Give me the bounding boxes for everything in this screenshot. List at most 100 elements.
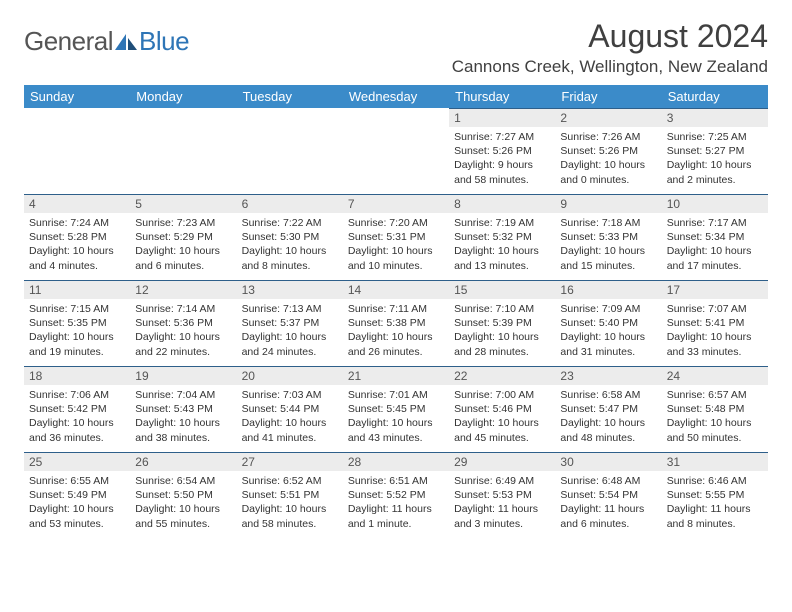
day-number: 31	[662, 452, 768, 471]
sunrise-text: Sunrise: 7:13 AM	[242, 302, 338, 316]
day-number: 2	[555, 108, 661, 127]
day-number: 1	[449, 108, 555, 127]
daylight-text: Daylight: 11 hours and 3 minutes.	[454, 502, 550, 530]
sunrise-text: Sunrise: 7:01 AM	[348, 388, 444, 402]
day-number: 29	[449, 452, 555, 471]
sunrise-text: Sunrise: 6:58 AM	[560, 388, 656, 402]
day-cell: 16Sunrise: 7:09 AMSunset: 5:40 PMDayligh…	[555, 280, 661, 366]
sunset-text: Sunset: 5:29 PM	[135, 230, 231, 244]
sunrise-text: Sunrise: 6:54 AM	[135, 474, 231, 488]
logo-sail-icon	[115, 34, 137, 50]
day-number: 3	[662, 108, 768, 127]
day-cell: 17Sunrise: 7:07 AMSunset: 5:41 PMDayligh…	[662, 280, 768, 366]
day-number: 17	[662, 280, 768, 299]
day-details: Sunrise: 6:48 AMSunset: 5:54 PMDaylight:…	[555, 471, 661, 536]
day-cell: 28Sunrise: 6:51 AMSunset: 5:52 PMDayligh…	[343, 452, 449, 538]
day-details: Sunrise: 6:54 AMSunset: 5:50 PMDaylight:…	[130, 471, 236, 536]
logo-text-blue: Blue	[139, 26, 189, 57]
logo-text-general: General	[24, 26, 113, 57]
day-details: Sunrise: 7:07 AMSunset: 5:41 PMDaylight:…	[662, 299, 768, 364]
sunset-text: Sunset: 5:38 PM	[348, 316, 444, 330]
sunrise-text: Sunrise: 7:19 AM	[454, 216, 550, 230]
day-number: 15	[449, 280, 555, 299]
sunset-text: Sunset: 5:50 PM	[135, 488, 231, 502]
day-number: 7	[343, 194, 449, 213]
day-details: Sunrise: 7:11 AMSunset: 5:38 PMDaylight:…	[343, 299, 449, 364]
day-number: 14	[343, 280, 449, 299]
daylight-text: Daylight: 10 hours and 2 minutes.	[667, 158, 763, 186]
day-number: 5	[130, 194, 236, 213]
daylight-text: Daylight: 11 hours and 8 minutes.	[667, 502, 763, 530]
day-header-row: SundayMondayTuesdayWednesdayThursdayFrid…	[24, 85, 768, 108]
sunset-text: Sunset: 5:37 PM	[242, 316, 338, 330]
sunset-text: Sunset: 5:45 PM	[348, 402, 444, 416]
day-header: Thursday	[449, 85, 555, 108]
day-cell: 6Sunrise: 7:22 AMSunset: 5:30 PMDaylight…	[237, 194, 343, 280]
daylight-text: Daylight: 10 hours and 58 minutes.	[242, 502, 338, 530]
week-row: 25Sunrise: 6:55 AMSunset: 5:49 PMDayligh…	[24, 452, 768, 538]
sunset-text: Sunset: 5:44 PM	[242, 402, 338, 416]
day-cell: 30Sunrise: 6:48 AMSunset: 5:54 PMDayligh…	[555, 452, 661, 538]
day-number: 28	[343, 452, 449, 471]
day-cell: 11Sunrise: 7:15 AMSunset: 5:35 PMDayligh…	[24, 280, 130, 366]
day-cell: 14Sunrise: 7:11 AMSunset: 5:38 PMDayligh…	[343, 280, 449, 366]
day-cell: 25Sunrise: 6:55 AMSunset: 5:49 PMDayligh…	[24, 452, 130, 538]
day-details: Sunrise: 7:04 AMSunset: 5:43 PMDaylight:…	[130, 385, 236, 450]
sunrise-text: Sunrise: 7:00 AM	[454, 388, 550, 402]
day-cell: 31Sunrise: 6:46 AMSunset: 5:55 PMDayligh…	[662, 452, 768, 538]
day-number: 22	[449, 366, 555, 385]
day-number: 18	[24, 366, 130, 385]
day-details: Sunrise: 7:15 AMSunset: 5:35 PMDaylight:…	[24, 299, 130, 364]
day-number: 24	[662, 366, 768, 385]
calendar-head: SundayMondayTuesdayWednesdayThursdayFrid…	[24, 85, 768, 108]
daylight-text: Daylight: 9 hours and 58 minutes.	[454, 158, 550, 186]
daylight-text: Daylight: 10 hours and 15 minutes.	[560, 244, 656, 272]
daylight-text: Daylight: 10 hours and 36 minutes.	[29, 416, 125, 444]
day-number: 20	[237, 366, 343, 385]
logo: General Blue	[24, 18, 189, 57]
day-number: 26	[130, 452, 236, 471]
day-number: 6	[237, 194, 343, 213]
sunrise-text: Sunrise: 6:46 AM	[667, 474, 763, 488]
sunset-text: Sunset: 5:53 PM	[454, 488, 550, 502]
sunrise-text: Sunrise: 7:11 AM	[348, 302, 444, 316]
sunset-text: Sunset: 5:52 PM	[348, 488, 444, 502]
sunrise-text: Sunrise: 7:07 AM	[667, 302, 763, 316]
day-details: Sunrise: 6:52 AMSunset: 5:51 PMDaylight:…	[237, 471, 343, 536]
day-cell: 5Sunrise: 7:23 AMSunset: 5:29 PMDaylight…	[130, 194, 236, 280]
daylight-text: Daylight: 10 hours and 45 minutes.	[454, 416, 550, 444]
sunrise-text: Sunrise: 7:20 AM	[348, 216, 444, 230]
daylight-text: Daylight: 10 hours and 17 minutes.	[667, 244, 763, 272]
daylight-text: Daylight: 10 hours and 38 minutes.	[135, 416, 231, 444]
day-cell: 2Sunrise: 7:26 AMSunset: 5:26 PMDaylight…	[555, 108, 661, 194]
day-number: 25	[24, 452, 130, 471]
day-cell: 7Sunrise: 7:20 AMSunset: 5:31 PMDaylight…	[343, 194, 449, 280]
calendar-body: 1Sunrise: 7:27 AMSunset: 5:26 PMDaylight…	[24, 108, 768, 538]
day-details: Sunrise: 7:01 AMSunset: 5:45 PMDaylight:…	[343, 385, 449, 450]
sunset-text: Sunset: 5:36 PM	[135, 316, 231, 330]
day-details: Sunrise: 7:03 AMSunset: 5:44 PMDaylight:…	[237, 385, 343, 450]
day-number: 4	[24, 194, 130, 213]
daylight-text: Daylight: 10 hours and 48 minutes.	[560, 416, 656, 444]
sunset-text: Sunset: 5:31 PM	[348, 230, 444, 244]
day-cell: 21Sunrise: 7:01 AMSunset: 5:45 PMDayligh…	[343, 366, 449, 452]
sunrise-text: Sunrise: 7:26 AM	[560, 130, 656, 144]
day-header: Sunday	[24, 85, 130, 108]
day-details: Sunrise: 7:26 AMSunset: 5:26 PMDaylight:…	[555, 127, 661, 192]
sunrise-text: Sunrise: 7:17 AM	[667, 216, 763, 230]
sunrise-text: Sunrise: 6:51 AM	[348, 474, 444, 488]
sunset-text: Sunset: 5:26 PM	[454, 144, 550, 158]
week-row: 18Sunrise: 7:06 AMSunset: 5:42 PMDayligh…	[24, 366, 768, 452]
day-number: 13	[237, 280, 343, 299]
day-cell: 9Sunrise: 7:18 AMSunset: 5:33 PMDaylight…	[555, 194, 661, 280]
month-title: August 2024	[452, 18, 768, 55]
day-number: 27	[237, 452, 343, 471]
sunset-text: Sunset: 5:30 PM	[242, 230, 338, 244]
day-details: Sunrise: 7:25 AMSunset: 5:27 PMDaylight:…	[662, 127, 768, 192]
header: General Blue August 2024 Cannons Creek, …	[24, 18, 768, 77]
sunrise-text: Sunrise: 7:06 AM	[29, 388, 125, 402]
sunset-text: Sunset: 5:48 PM	[667, 402, 763, 416]
sunset-text: Sunset: 5:39 PM	[454, 316, 550, 330]
daylight-text: Daylight: 10 hours and 19 minutes.	[29, 330, 125, 358]
day-details: Sunrise: 7:18 AMSunset: 5:33 PMDaylight:…	[555, 213, 661, 278]
